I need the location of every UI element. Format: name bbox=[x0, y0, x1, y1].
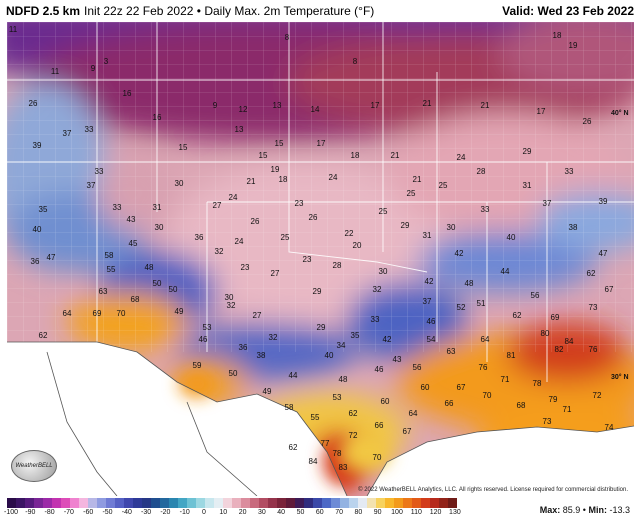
colorbar-swatch bbox=[367, 498, 376, 508]
colorbar-swatch bbox=[394, 498, 403, 508]
colorbar-swatch bbox=[187, 498, 196, 508]
colorbar-swatch bbox=[340, 498, 349, 508]
colorbar-swatch bbox=[277, 498, 286, 508]
colorbar-tick-label: 60 bbox=[315, 509, 324, 516]
colorbar-tick-label: -50 bbox=[102, 509, 113, 516]
colorbar-swatch bbox=[178, 498, 187, 508]
colorbar-tick-label: -10 bbox=[179, 509, 190, 516]
colorbar-tick-label: -20 bbox=[160, 509, 171, 516]
colorbar-swatch bbox=[16, 498, 25, 508]
colorbar-tick-label: 100 bbox=[391, 509, 403, 516]
colorbar-swatch bbox=[25, 498, 34, 508]
colorbar-swatch bbox=[88, 498, 97, 508]
map-header: NDFD 2.5 km Init 22z 22 Feb 2022 • Daily… bbox=[0, 0, 640, 22]
colorbar-swatch bbox=[7, 498, 16, 508]
colorbar-swatch bbox=[169, 498, 178, 508]
colorbar-tick-label: 80 bbox=[354, 509, 363, 516]
colorbar-swatch bbox=[196, 498, 205, 508]
colorbar-swatch bbox=[52, 498, 61, 508]
colorbar-tick-label: 20 bbox=[238, 509, 247, 516]
max-label: Max: bbox=[539, 505, 561, 515]
colorbar-swatch bbox=[412, 498, 421, 508]
colorbar-swatch bbox=[232, 498, 241, 508]
colorbar-swatch bbox=[322, 498, 331, 508]
colorbar-swatch bbox=[304, 498, 313, 508]
colorbar-swatch bbox=[268, 498, 277, 508]
colorbar-swatch bbox=[448, 498, 457, 508]
init-and-product: Init 22z 22 Feb 2022 • Daily Max. 2m Tem… bbox=[84, 4, 375, 18]
colorbar-swatch bbox=[403, 498, 412, 508]
min-value: -13.3 bbox=[609, 505, 630, 515]
colorbar-swatch bbox=[43, 498, 52, 508]
temperature-map[interactable]: 11 11 9 3 8 8 18 19 26 16 16 9 12 13 14 17 21 21 17 26 33 37 1… bbox=[7, 22, 634, 496]
colorbar-swatch bbox=[358, 498, 367, 508]
colorbar-tick-label: 50 bbox=[296, 509, 305, 516]
colorbar-swatch bbox=[259, 498, 268, 508]
colorbar-swatch bbox=[295, 498, 304, 508]
temperature-field bbox=[7, 22, 634, 496]
colorbar-swatch bbox=[70, 498, 79, 508]
colorbar-tick-label: -40 bbox=[121, 509, 132, 516]
colorbar-swatch bbox=[430, 498, 439, 508]
model-title: NDFD 2.5 km bbox=[6, 4, 81, 18]
copyright-notice: © 2022 WeatherBELL Analytics, LLC. All r… bbox=[358, 487, 628, 493]
colorbar-swatch bbox=[421, 498, 430, 508]
colorbar-swatch bbox=[223, 498, 232, 508]
colorbar-tick-label: -70 bbox=[63, 509, 74, 516]
colorbar-tick-label: 30 bbox=[257, 509, 266, 516]
colorbar-tick-label: 10 bbox=[219, 509, 228, 516]
colorbar-swatch bbox=[313, 498, 322, 508]
temperature-colorbar bbox=[7, 498, 457, 508]
colorbar-swatch bbox=[124, 498, 133, 508]
colorbar-swatch bbox=[385, 498, 394, 508]
colorbar-swatch bbox=[61, 498, 70, 508]
colorbar-tick-label: 130 bbox=[449, 509, 461, 516]
colorbar-tick-label: -100 bbox=[3, 509, 19, 516]
colorbar-tick-label: -30 bbox=[141, 509, 152, 516]
colorbar-swatch bbox=[205, 498, 214, 508]
colorbar-swatch bbox=[160, 498, 169, 508]
valid-time: Valid: Wed 23 Feb 2022 bbox=[502, 4, 634, 18]
colorbar-tick-label: 120 bbox=[429, 509, 442, 516]
colorbar-swatch bbox=[106, 498, 115, 508]
colorbar-swatch bbox=[151, 498, 160, 508]
colorbar-ticks: -100 -90 -80 -70 -60 -50 -40 -30 -20 -10 0 10 20 30 40… bbox=[3, 509, 461, 519]
latitude-label-30n: 30° N bbox=[611, 374, 629, 381]
colorbar-swatch bbox=[97, 498, 106, 508]
colorbar-tick-label: 0 bbox=[202, 509, 206, 516]
colorbar-swatch bbox=[214, 498, 223, 508]
colorbar-tick-label: 40 bbox=[277, 509, 286, 516]
logo-text: WeatherBELL bbox=[15, 463, 53, 469]
latitude-label-40n: 40° N bbox=[611, 110, 629, 117]
colorbar-swatch bbox=[115, 498, 124, 508]
colorbar-swatch bbox=[250, 498, 259, 508]
colorbar-swatch bbox=[331, 498, 340, 508]
colorbar-tick-label: 110 bbox=[410, 509, 422, 516]
min-label: Min: bbox=[588, 505, 607, 515]
colorbar-tick-label: -60 bbox=[83, 509, 94, 516]
colorbar-tick-label: 90 bbox=[373, 509, 382, 516]
separator-dot: • bbox=[582, 505, 586, 515]
colorbar-swatch bbox=[142, 498, 151, 508]
max-value: 85.9 bbox=[562, 505, 581, 515]
colorbar-swatch bbox=[439, 498, 448, 508]
colorbar-tick-label: -90 bbox=[25, 509, 36, 516]
colorbar-swatch bbox=[133, 498, 142, 508]
colorbar-swatch bbox=[34, 498, 43, 508]
colorbar-swatch bbox=[376, 498, 385, 508]
max-min-readout: Max: 85.9 • Min: -13.3 bbox=[540, 505, 630, 515]
weatherbell-logo: WeatherBELL bbox=[11, 450, 57, 482]
colorbar-swatch bbox=[349, 498, 358, 508]
colorbar-swatch bbox=[286, 498, 295, 508]
legend-footer: -100 -90 -80 -70 -60 -50 -40 -30 -20 -10 0 10 20 30 40… bbox=[0, 496, 640, 526]
colorbar-tick-label: 70 bbox=[335, 509, 343, 516]
colorbar-tick-label: -80 bbox=[44, 509, 55, 516]
colorbar-swatch bbox=[79, 498, 88, 508]
colorbar-swatch bbox=[241, 498, 250, 508]
